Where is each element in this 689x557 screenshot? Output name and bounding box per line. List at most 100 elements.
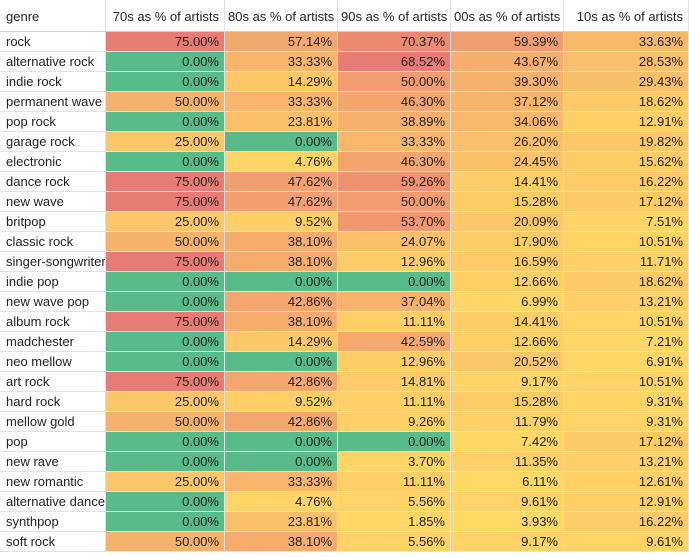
genre-cell[interactable]: indie rock <box>0 72 106 92</box>
value-cell-80s[interactable]: 4.76% <box>225 152 338 172</box>
value-cell-00s[interactable]: 3.93% <box>451 512 564 532</box>
value-cell-70s[interactable]: 75.00% <box>106 172 225 192</box>
value-cell-80s[interactable]: 0.00% <box>225 432 338 452</box>
value-cell-80s[interactable]: 14.29% <box>225 332 338 352</box>
value-cell-00s[interactable]: 43.67% <box>451 52 564 72</box>
value-cell-90s[interactable]: 46.30% <box>338 152 451 172</box>
genre-cell[interactable]: new romantic <box>0 472 106 492</box>
value-cell-10s[interactable]: 17.12% <box>564 192 689 212</box>
value-cell-00s[interactable]: 26.20% <box>451 132 564 152</box>
value-cell-70s[interactable]: 75.00% <box>106 372 225 392</box>
value-cell-90s[interactable]: 46.30% <box>338 92 451 112</box>
value-cell-00s[interactable]: 39.30% <box>451 72 564 92</box>
value-cell-80s[interactable]: 0.00% <box>225 452 338 472</box>
value-cell-10s[interactable]: 10.51% <box>564 312 689 332</box>
genre-cell[interactable]: hard rock <box>0 392 106 412</box>
genre-cell[interactable]: synthpop <box>0 512 106 532</box>
value-cell-80s[interactable]: 4.76% <box>225 492 338 512</box>
value-cell-00s[interactable]: 12.66% <box>451 272 564 292</box>
genre-cell[interactable]: dance rock <box>0 172 106 192</box>
value-cell-70s[interactable]: 0.00% <box>106 452 225 472</box>
genre-cell[interactable]: mellow gold <box>0 412 106 432</box>
value-cell-70s[interactable]: 75.00% <box>106 252 225 272</box>
value-cell-00s[interactable]: 12.66% <box>451 332 564 352</box>
value-cell-00s[interactable]: 17.90% <box>451 232 564 252</box>
header-80s[interactable]: 80s as % of artists <box>225 0 338 32</box>
genre-cell[interactable]: new wave <box>0 192 106 212</box>
value-cell-70s[interactable]: 0.00% <box>106 52 225 72</box>
value-cell-70s[interactable]: 50.00% <box>106 532 225 552</box>
value-cell-80s[interactable]: 38.10% <box>225 312 338 332</box>
value-cell-10s[interactable]: 18.62% <box>564 272 689 292</box>
genre-cell[interactable]: rock <box>0 32 106 52</box>
value-cell-80s[interactable]: 42.86% <box>225 372 338 392</box>
value-cell-00s[interactable]: 9.17% <box>451 372 564 392</box>
value-cell-10s[interactable]: 9.31% <box>564 412 689 432</box>
value-cell-00s[interactable]: 11.35% <box>451 452 564 472</box>
genre-cell[interactable]: pop rock <box>0 112 106 132</box>
value-cell-90s[interactable]: 68.52% <box>338 52 451 72</box>
value-cell-70s[interactable]: 0.00% <box>106 292 225 312</box>
value-cell-90s[interactable]: 0.00% <box>338 272 451 292</box>
value-cell-90s[interactable]: 3.70% <box>338 452 451 472</box>
value-cell-70s[interactable]: 0.00% <box>106 112 225 132</box>
value-cell-70s[interactable]: 75.00% <box>106 312 225 332</box>
value-cell-10s[interactable]: 12.61% <box>564 472 689 492</box>
value-cell-00s[interactable]: 59.39% <box>451 32 564 52</box>
genre-cell[interactable]: garage rock <box>0 132 106 152</box>
value-cell-80s[interactable]: 57.14% <box>225 32 338 52</box>
value-cell-90s[interactable]: 12.96% <box>338 252 451 272</box>
value-cell-90s[interactable]: 59.26% <box>338 172 451 192</box>
genre-cell[interactable]: alternative dance <box>0 492 106 512</box>
genre-cell[interactable]: new wave pop <box>0 292 106 312</box>
value-cell-90s[interactable]: 50.00% <box>338 192 451 212</box>
value-cell-00s[interactable]: 15.28% <box>451 192 564 212</box>
genre-cell[interactable]: soft rock <box>0 532 106 552</box>
value-cell-90s[interactable]: 37.04% <box>338 292 451 312</box>
value-cell-80s[interactable]: 33.33% <box>225 52 338 72</box>
value-cell-10s[interactable]: 16.22% <box>564 172 689 192</box>
genre-cell[interactable]: electronic <box>0 152 106 172</box>
value-cell-10s[interactable]: 6.91% <box>564 352 689 372</box>
value-cell-80s[interactable]: 42.86% <box>225 292 338 312</box>
value-cell-70s[interactable]: 0.00% <box>106 352 225 372</box>
value-cell-90s[interactable]: 50.00% <box>338 72 451 92</box>
value-cell-00s[interactable]: 9.17% <box>451 532 564 552</box>
value-cell-90s[interactable]: 9.26% <box>338 412 451 432</box>
value-cell-00s[interactable]: 14.41% <box>451 312 564 332</box>
header-70s[interactable]: 70s as % of artists <box>106 0 225 32</box>
value-cell-10s[interactable]: 29.43% <box>564 72 689 92</box>
value-cell-00s[interactable]: 15.28% <box>451 392 564 412</box>
value-cell-10s[interactable]: 19.82% <box>564 132 689 152</box>
value-cell-70s[interactable]: 0.00% <box>106 72 225 92</box>
value-cell-70s[interactable]: 0.00% <box>106 152 225 172</box>
value-cell-80s[interactable]: 23.81% <box>225 112 338 132</box>
value-cell-90s[interactable]: 1.85% <box>338 512 451 532</box>
value-cell-10s[interactable]: 17.12% <box>564 432 689 452</box>
value-cell-00s[interactable]: 20.09% <box>451 212 564 232</box>
value-cell-80s[interactable]: 47.62% <box>225 172 338 192</box>
genre-cell[interactable]: album rock <box>0 312 106 332</box>
value-cell-80s[interactable]: 23.81% <box>225 512 338 532</box>
genre-cell[interactable]: madchester <box>0 332 106 352</box>
value-cell-10s[interactable]: 9.31% <box>564 392 689 412</box>
value-cell-70s[interactable]: 25.00% <box>106 132 225 152</box>
value-cell-10s[interactable]: 16.22% <box>564 512 689 532</box>
value-cell-80s[interactable]: 38.10% <box>225 532 338 552</box>
value-cell-10s[interactable]: 33.63% <box>564 32 689 52</box>
value-cell-10s[interactable]: 18.62% <box>564 92 689 112</box>
value-cell-70s[interactable]: 25.00% <box>106 212 225 232</box>
value-cell-80s[interactable]: 33.33% <box>225 92 338 112</box>
genre-cell[interactable]: alternative rock <box>0 52 106 72</box>
value-cell-10s[interactable]: 7.51% <box>564 212 689 232</box>
value-cell-90s[interactable]: 53.70% <box>338 212 451 232</box>
value-cell-90s[interactable]: 70.37% <box>338 32 451 52</box>
value-cell-00s[interactable]: 20.52% <box>451 352 564 372</box>
value-cell-00s[interactable]: 11.79% <box>451 412 564 432</box>
value-cell-10s[interactable]: 15.62% <box>564 152 689 172</box>
value-cell-90s[interactable]: 24.07% <box>338 232 451 252</box>
value-cell-70s[interactable]: 50.00% <box>106 232 225 252</box>
value-cell-00s[interactable]: 9.61% <box>451 492 564 512</box>
header-00s[interactable]: 00s as % of artists <box>451 0 564 32</box>
value-cell-70s[interactable]: 50.00% <box>106 412 225 432</box>
